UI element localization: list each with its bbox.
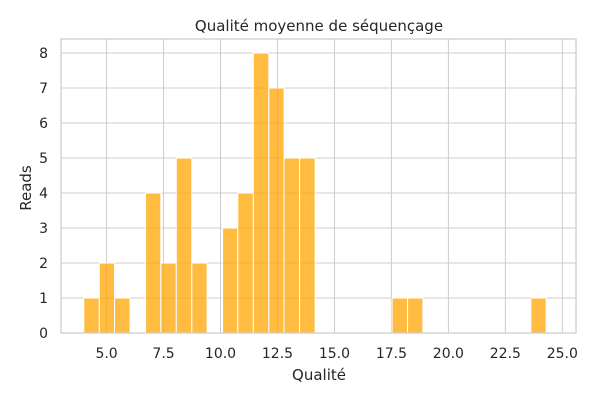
x-tick-label-7: 22.5 [490,346,521,362]
histogram-bar-12 [299,157,316,334]
y-tick-label-8: 8 [39,46,48,62]
histogram-bar-7 [222,227,239,334]
x-tick-label-2: 10.0 [205,346,236,362]
histogram-bar-2 [114,297,131,334]
plot-frame [60,38,577,334]
histogram-bar-1 [98,262,116,334]
histogram-bar-3 [145,192,162,334]
y-tick-label-0: 0 [39,326,48,342]
histogram-bar-0 [83,297,100,334]
histogram-bar-11 [283,157,301,334]
y-tick-label-1: 1 [39,291,48,307]
histogram-bar-5 [175,157,193,334]
chart-title: Qualité moyenne de séquençage [195,17,443,35]
x-axis-label: Qualité [292,366,346,384]
histogram-bar-15 [530,297,547,334]
histogram-bar-4 [160,262,177,334]
histogram-bar-10 [268,87,285,334]
x-tick-label-4: 15.0 [319,346,350,362]
histogram-bar-9 [252,52,270,334]
x-tick-label-8: 25.0 [547,346,578,362]
x-tick-layer: 5.0 7.5 10.0 12.5 15.0 17.5 20.0 22.5 25.0 [95,346,577,362]
y-tick-label-4: 4 [39,186,48,202]
x-tick-label-0: 5.0 [95,346,117,362]
y-tick-layer: 0 1 2 3 4 5 6 7 8 [39,46,48,342]
axes-frame [60,38,577,334]
y-tick-label-7: 7 [39,81,48,97]
x-tick-label-6: 20.0 [433,346,464,362]
y-tick-label-2: 2 [39,256,48,272]
y-tick-label-5: 5 [39,151,48,167]
x-tick-label-5: 17.5 [376,346,407,362]
y-tick-label-6: 6 [39,116,48,132]
histogram-bar-6 [191,262,208,334]
histogram-bar-8 [237,192,254,334]
y-tick-label-3: 3 [39,221,48,237]
y-axis-label: Reads [17,165,35,211]
x-tick-label-1: 7.5 [152,346,174,362]
histogram-bar-13 [391,297,409,334]
x-tick-label-3: 12.5 [262,346,293,362]
histogram-bar-14 [407,297,424,334]
